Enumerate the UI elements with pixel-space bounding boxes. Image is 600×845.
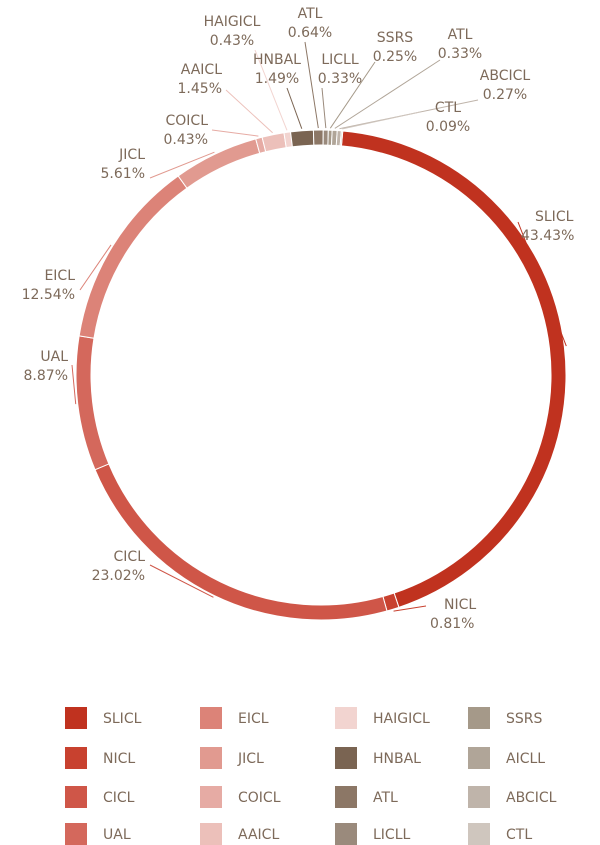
legend-label: UAL	[103, 827, 131, 843]
legend-swatch	[65, 823, 87, 845]
leader-line	[393, 605, 427, 612]
slice-label: AAICL	[181, 62, 222, 78]
slice-label: JICL	[118, 147, 145, 163]
legend-label: ABCICL	[506, 790, 557, 806]
legend-swatch	[468, 747, 490, 769]
slice-value-label: 0.33%	[438, 46, 482, 62]
slice-value-label: 0.81%	[430, 616, 474, 632]
slice-value-label: 0.33%	[318, 71, 362, 87]
legend-swatch	[200, 823, 222, 845]
slice-label: SSRS	[377, 30, 414, 46]
donut-slice	[261, 132, 287, 153]
legend-label: SSRS	[506, 711, 543, 727]
slice-value-label: 1.49%	[255, 71, 299, 87]
leader-line	[286, 87, 303, 129]
slice-value-label: 0.25%	[373, 49, 417, 65]
legend-swatch	[468, 823, 490, 845]
slice-label: HNBAL	[253, 52, 301, 68]
slice-value-label: 0.64%	[288, 25, 332, 41]
legend-swatch	[468, 707, 490, 729]
legend-label: AAICL	[238, 827, 279, 843]
legend-label: AICLL	[506, 751, 545, 767]
legend-swatch	[468, 786, 490, 808]
legend-swatch	[65, 707, 87, 729]
legend-label: CICL	[103, 790, 135, 806]
slice-label: UAL	[40, 349, 68, 365]
leader-line	[225, 89, 273, 134]
slice-value-label: 8.87%	[24, 368, 68, 384]
legend-label: EICL	[238, 711, 269, 727]
slice-label: CTL	[435, 100, 461, 116]
slice-value-label: 0.43%	[164, 132, 208, 148]
leader-line	[334, 59, 441, 129]
legend-swatch	[335, 707, 357, 729]
slice-label: ABCICL	[480, 68, 531, 84]
slice-label: HAIGICL	[204, 14, 261, 30]
legend-swatch	[200, 707, 222, 729]
slice-value-label: 0.27%	[483, 87, 527, 103]
donut-slice	[312, 129, 324, 146]
legend-label: COICL	[238, 790, 281, 806]
legend-label: HAIGICL	[373, 711, 430, 727]
leader-line	[79, 244, 112, 291]
donut-slice	[78, 175, 188, 339]
slice-label: NICL	[444, 597, 476, 613]
legend-swatch	[65, 786, 87, 808]
leader-line	[149, 151, 215, 179]
legend-label: CTL	[506, 827, 532, 843]
legend-swatch	[200, 747, 222, 769]
slice-value-label: 12.54%	[22, 287, 75, 303]
legend-label: NICL	[103, 751, 135, 767]
slice-label: COICL	[166, 113, 209, 129]
leader-line	[329, 61, 376, 129]
slice-label: LICLL	[321, 52, 359, 68]
donut-slice	[339, 130, 344, 147]
slice-value-label: 5.61%	[101, 166, 145, 182]
donut-slice	[94, 463, 388, 621]
slice-label: ATL	[298, 6, 323, 22]
legend-swatch	[335, 747, 357, 769]
legend-label: JICL	[237, 751, 264, 767]
legend-swatch	[200, 786, 222, 808]
leader-line	[517, 221, 567, 347]
slice-value-label: 43.43%	[521, 228, 574, 244]
leader-line	[342, 111, 421, 130]
slice-value-label: 23.02%	[92, 568, 145, 584]
legend-label: HNBAL	[373, 751, 421, 767]
slice-label: CICL	[114, 549, 146, 565]
slice-value-label: 0.43%	[210, 33, 254, 49]
slice-label: EICL	[44, 268, 75, 284]
slice-value-label: 1.45%	[178, 81, 222, 97]
legend-swatch	[335, 786, 357, 808]
donut-slice	[340, 130, 567, 608]
leader-line	[71, 364, 77, 405]
slice-label: SLICL	[535, 209, 574, 225]
leader-line	[254, 49, 288, 131]
donut-slice	[289, 129, 315, 148]
legend-label: LICLL	[373, 827, 411, 843]
legend-swatch	[65, 747, 87, 769]
leader-line	[149, 564, 214, 598]
leader-line	[321, 87, 327, 129]
donut-slice	[75, 335, 110, 471]
slice-value-label: 0.09%	[426, 119, 470, 135]
legend-label: ATL	[373, 790, 398, 806]
legend-label: SLICL	[103, 711, 142, 727]
leader-line	[211, 129, 259, 137]
leader-line	[304, 41, 319, 129]
slice-label: ATL	[448, 27, 473, 43]
legend-swatch	[335, 823, 357, 845]
